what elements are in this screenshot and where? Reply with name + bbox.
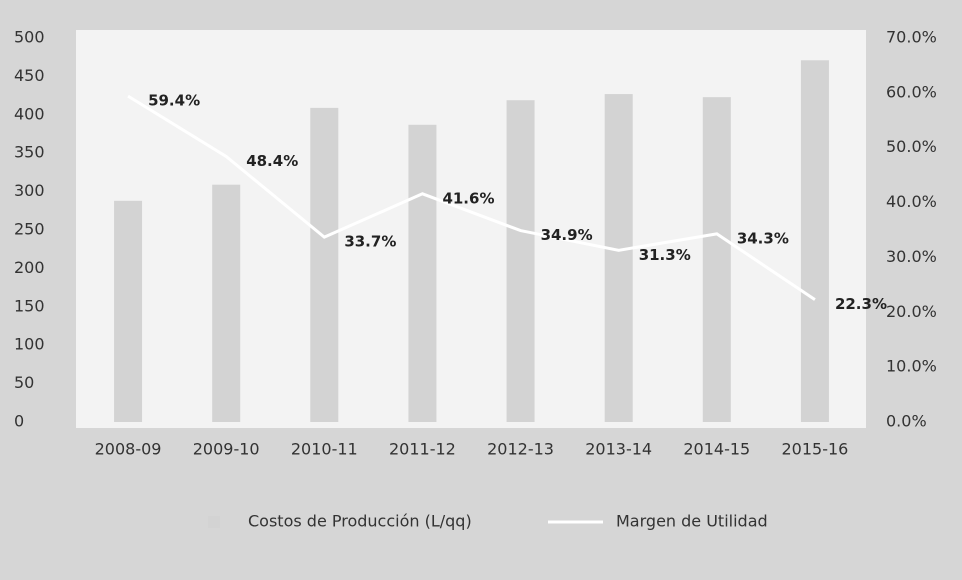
x-tick-label: 2008-09 [95, 440, 162, 459]
y2-tick-label: 30.0% [886, 247, 937, 266]
data-label: 34.3% [737, 229, 789, 247]
y-tick-label: 500 [14, 28, 45, 47]
y-tick-label: 200 [14, 258, 45, 277]
x-tick-label: 2014-15 [683, 440, 750, 459]
y2-tick-label: 70.0% [886, 28, 937, 47]
x-tick-label: 2015-16 [782, 440, 849, 459]
line [127, 94, 816, 301]
legend-swatch [208, 516, 220, 528]
data-label: 31.3% [639, 246, 691, 264]
x-tick-label: 2010-11 [291, 440, 358, 459]
bar [702, 97, 731, 423]
y-tick-label: 450 [14, 66, 45, 85]
data-label: 59.4% [148, 92, 200, 110]
bar [114, 200, 143, 422]
legend-label: Costos de Producción (L/qq) [248, 512, 472, 531]
x-tick-label: 2012-13 [487, 440, 554, 459]
x-tick-label: 2011-12 [389, 440, 456, 459]
y2-tick-label: 40.0% [886, 192, 937, 211]
y2-tick-label: 60.0% [886, 82, 937, 101]
y2-tick-label: 20.0% [886, 302, 937, 321]
bar [310, 107, 339, 422]
y-tick-label: 100 [14, 335, 45, 354]
y-tick-label: 150 [14, 296, 45, 315]
y2-tick-label: 0.0% [886, 412, 927, 431]
y-tick-label: 350 [14, 143, 45, 162]
data-label: 22.3% [835, 295, 887, 313]
data-label: 48.4% [246, 152, 298, 170]
y-tick-label: 300 [14, 181, 45, 200]
y2-tick-label: 10.0% [886, 357, 937, 376]
bar [800, 60, 829, 422]
y-tick-label: 400 [14, 104, 45, 123]
bar [408, 124, 437, 422]
data-label: 33.7% [344, 233, 396, 251]
plot-area [76, 30, 866, 428]
y2-tick-label: 50.0% [886, 137, 937, 156]
y-tick-label: 0 [14, 412, 24, 431]
y-tick-label: 50 [14, 373, 34, 392]
legend-label: Margen de Utilidad [616, 512, 768, 531]
bar [212, 184, 241, 422]
data-label: 41.6% [442, 189, 494, 207]
y-tick-label: 250 [14, 220, 45, 239]
x-tick-label: 2013-14 [585, 440, 652, 459]
data-label: 34.9% [541, 226, 593, 244]
bar [506, 100, 535, 422]
bar [604, 94, 633, 423]
x-tick-label: 2009-10 [193, 440, 260, 459]
